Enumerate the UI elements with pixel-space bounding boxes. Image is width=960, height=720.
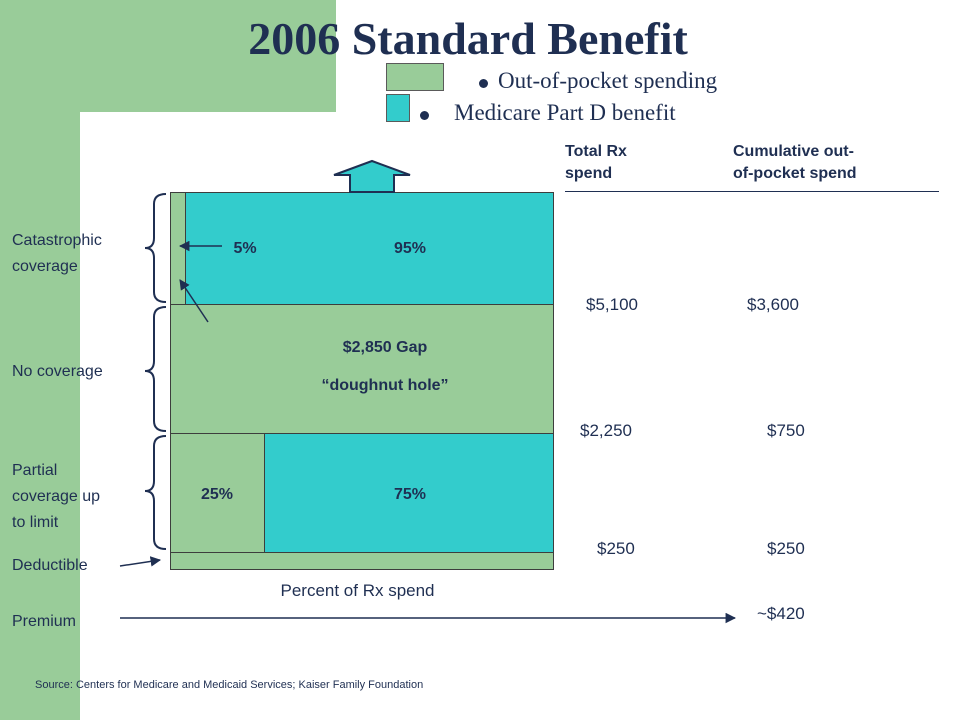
partial-oop-percent: 25%: [200, 486, 234, 503]
legend-bullet: [420, 111, 429, 120]
total-rx-header-line1: Total Rx: [565, 143, 627, 160]
gap-amount: $2,850 Gap: [342, 339, 428, 356]
partial-benefit-percent: 75%: [393, 486, 427, 503]
legend-label-benefit: Medicare Part D benefit: [454, 100, 676, 125]
total-rx-value-gap: $2,250: [580, 421, 632, 440]
total-rx-header: Total Rx spend: [565, 141, 627, 185]
partial-benefit-segment: [264, 433, 554, 553]
oop-value-gap: $750: [767, 421, 805, 440]
legend-swatch-oop: [386, 63, 444, 91]
label-no-coverage: No coverage: [12, 363, 103, 380]
legend-bullet: [479, 79, 488, 88]
oop-value-deductible: $250: [767, 539, 805, 558]
label-deductible: Deductible: [12, 557, 88, 574]
legend-label-oop: Out-of-pocket spending: [498, 68, 718, 93]
total-rx-header-line2: spend: [565, 165, 613, 182]
label-catastrophic-coverage: Catastrophic coverage: [12, 232, 102, 275]
brace-no-coverage: [144, 306, 167, 432]
legend-swatch-benefit: [386, 94, 410, 122]
up-arrow-icon: [333, 159, 411, 193]
catastrophic-benefit-percent: 95%: [393, 240, 427, 257]
brace-catastrophic: [144, 193, 167, 303]
cumulative-oop-header-line1: Cumulative out-: [733, 143, 854, 160]
gap-segment: [170, 304, 554, 434]
cumulative-oop-header-line2: of-pocket spend: [733, 165, 857, 182]
arrow-deductible: [119, 556, 162, 567]
catastrophic-oop-percent: 5%: [233, 240, 257, 257]
brace-partial: [144, 435, 167, 550]
background-accent-left: [0, 0, 80, 720]
oop-value-catastrophic: $3,600: [747, 295, 799, 314]
x-axis-label: Percent of Rx spend: [280, 581, 435, 600]
header-rule: [565, 191, 939, 192]
label-premium: Premium: [12, 613, 77, 630]
catastrophic-oop-segment: [170, 192, 186, 305]
cumulative-oop-header: Cumulative out- of-pocket spend: [733, 141, 857, 185]
deductible-segment: [170, 552, 554, 570]
catastrophic-benefit-segment: [185, 192, 554, 305]
page-title: 2006 Standard Benefit: [248, 13, 688, 64]
source-note: Source: Centers for Medicare and Medicai…: [35, 679, 424, 691]
premium-value: ~$420: [757, 604, 805, 623]
doughnut-hole-label: “doughnut hole”: [321, 377, 449, 394]
label-partial-coverage: Partial coverage up to limit: [12, 462, 101, 531]
total-rx-value-deductible: $250: [597, 539, 635, 558]
total-rx-value-catastrophic: $5,100: [586, 295, 638, 314]
